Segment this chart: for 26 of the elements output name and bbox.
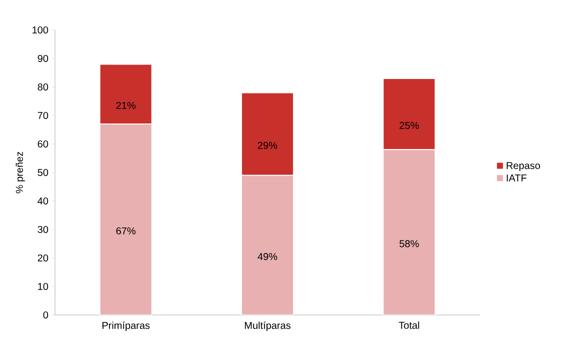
data-label: 25% <box>400 122 419 129</box>
x-tick-label: Total <box>398 322 420 329</box>
data-label: 58% <box>400 240 419 248</box>
y-tick-label: 70 <box>38 112 48 120</box>
bar <box>241 174 294 315</box>
y-tick-label: 50 <box>38 168 48 176</box>
y-tick-label: 80 <box>38 83 48 91</box>
y-tick-label: 90 <box>38 54 48 62</box>
y-tick-label: 10 <box>38 282 48 290</box>
y-tick-label: 30 <box>38 226 48 234</box>
bar <box>382 149 436 315</box>
y-tick-label: 0 <box>43 311 48 319</box>
y-tick-label: 60 <box>38 140 48 148</box>
y-tick-label: 100 <box>32 26 48 34</box>
data-label: 67% <box>116 227 136 234</box>
bar <box>99 124 152 315</box>
x-tick-label: Multíparas <box>244 322 290 331</box>
legend-label: IATF <box>506 174 526 182</box>
x-tick-label: Primíparas <box>102 322 150 331</box>
legend-label: Repaso <box>506 162 540 172</box>
y-tick-label: 20 <box>38 254 48 262</box>
data-label: 29% <box>258 142 278 149</box>
data-label: 21% <box>116 102 136 109</box>
y-tick-label: 40 <box>38 197 48 205</box>
data-label: 49% <box>258 252 278 260</box>
y-axis-title: % preñez <box>16 152 25 194</box>
